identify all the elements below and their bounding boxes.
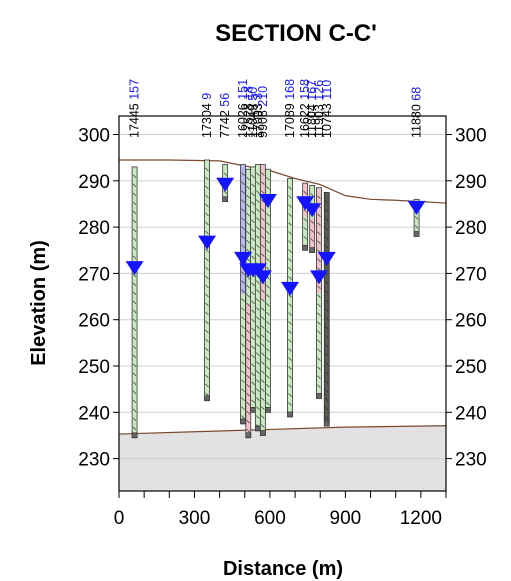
y-tick-label-right: 270	[455, 264, 487, 285]
borehole-17089	[288, 179, 293, 417]
y-tick-label-left: 280	[78, 218, 110, 239]
x-tick-label: 0	[114, 508, 125, 529]
borehole-layer-sand	[260, 300, 265, 435]
borehole-17445	[132, 167, 137, 438]
borehole-id: 9908	[256, 107, 270, 138]
y-tick-label-left: 300	[78, 126, 110, 147]
borehole-base	[310, 248, 315, 253]
borehole-number: 110	[320, 80, 334, 100]
borehole-17528	[246, 169, 251, 438]
borehole-16622	[303, 183, 308, 250]
borehole-id: 11880	[410, 101, 424, 138]
y-tick-label-right: 290	[455, 172, 487, 193]
borehole-id: 7742	[218, 107, 232, 138]
borehole-base	[303, 245, 308, 250]
x-axis-label: Distance (m)	[223, 558, 343, 580]
borehole-label: 17304 9	[200, 93, 214, 138]
x-tick-label: 900	[330, 508, 362, 529]
y-tick-label-left: 240	[78, 403, 110, 424]
borehole-11804	[310, 185, 315, 252]
borehole-label: 9908 210	[256, 86, 270, 138]
borehole-17304	[205, 160, 210, 401]
y-tick-label-right: 240	[455, 403, 487, 424]
borehole-label: 10743 110	[320, 80, 334, 138]
y-axis-right: 230 240 250 260 270 280 290 300	[446, 126, 487, 471]
borehole-id: 10743	[320, 100, 334, 138]
y-tick-label-left: 250	[78, 357, 110, 378]
borehole-base	[251, 407, 256, 412]
borehole-number: 9	[200, 93, 214, 100]
borehole-id: 17445	[128, 100, 142, 138]
borehole-number: 157	[128, 79, 142, 100]
borehole-label: 7742 56	[218, 93, 232, 138]
plot-area: 17445 15717304 97742 56 16026 15117528 18…	[119, 79, 446, 491]
borehole-label: 17445 157	[128, 79, 142, 138]
borehole-label: 17089 168	[283, 79, 297, 138]
borehole-base	[414, 231, 419, 236]
borehole-layer-clay	[241, 165, 246, 295]
y-tick-label-right: 250	[455, 357, 487, 378]
y-axis-left: 230 240 250 260 270 280 290 300	[78, 126, 119, 471]
borehole-base	[223, 197, 228, 202]
x-axis: 0 300 600 900 1200	[114, 491, 446, 529]
borehole-layer-sand	[241, 294, 246, 424]
borehole-layer-silt	[246, 304, 251, 438]
chart-title: SECTION C-C'	[215, 20, 377, 47]
x-tick-label: 600	[254, 508, 286, 529]
borehole-9908	[260, 165, 265, 436]
x-tick-label: 1200	[400, 508, 442, 529]
y-tick-label-right: 280	[455, 218, 487, 239]
borehole-number: 168	[283, 79, 297, 100]
borehole-base	[246, 433, 251, 438]
borehole-layer-sand	[288, 179, 293, 417]
y-tick-label-left: 230	[78, 450, 110, 471]
x-tick-label: 300	[179, 508, 211, 529]
borehole-number: 210	[256, 86, 270, 107]
borehole-base	[265, 407, 270, 412]
borehole-number: 68	[410, 87, 424, 101]
y-tick-label-left: 290	[78, 172, 110, 193]
borehole-base	[324, 421, 329, 426]
borehole-base	[260, 430, 265, 435]
y-tick-label-right: 260	[455, 311, 487, 332]
borehole-10743	[324, 192, 329, 426]
borehole-16026	[241, 165, 246, 424]
y-tick-label-right: 230	[455, 450, 487, 471]
borehole-base	[288, 412, 293, 417]
y-tick-label-left: 260	[78, 311, 110, 332]
borehole-base	[316, 393, 321, 398]
y-tick-label-right: 300	[455, 126, 487, 147]
borehole-11903	[316, 188, 321, 399]
borehole-id: 17089	[283, 100, 297, 138]
borehole-layer-sand	[246, 169, 251, 303]
borehole-base	[132, 433, 137, 438]
y-axis-label: Elevation (m)	[28, 240, 50, 366]
borehole-number: 56	[218, 93, 232, 107]
borehole-layer-sand	[255, 165, 260, 431]
borehole-base	[241, 419, 246, 424]
borehole-11049	[251, 167, 256, 412]
y-tick-label-left: 270	[78, 264, 110, 285]
borehole-17093	[255, 165, 260, 431]
borehole-layer-sand	[316, 293, 321, 398]
borehole-base	[205, 396, 210, 401]
borehole-label: 11880 68	[410, 87, 424, 138]
borehole-id: 17304	[200, 100, 214, 138]
